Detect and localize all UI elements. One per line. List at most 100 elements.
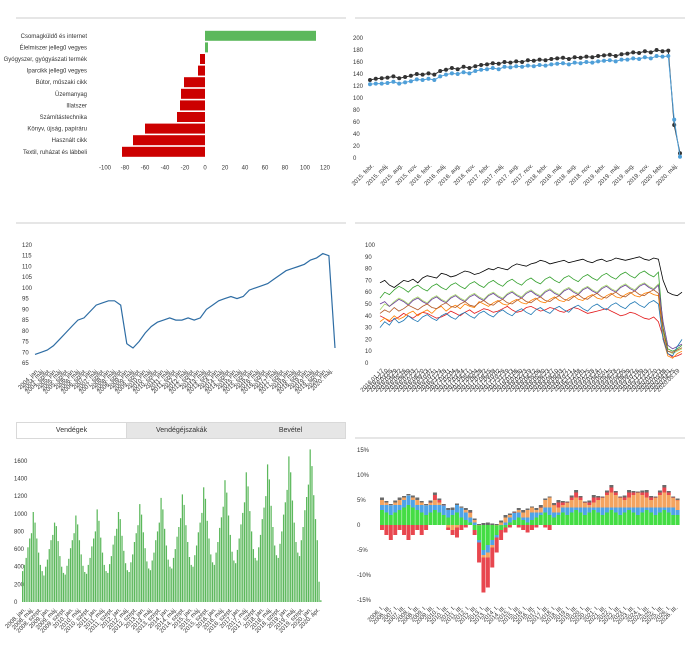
bar: [229, 534, 231, 602]
bar: [155, 540, 157, 602]
bar: [128, 572, 130, 602]
bar-segment: [649, 500, 654, 508]
bar: [123, 550, 125, 602]
data-point: [619, 57, 624, 62]
bar: [75, 515, 77, 602]
bar-segment: [450, 525, 455, 530]
data-point: [531, 64, 536, 69]
bar-segment: [574, 510, 579, 525]
y-tick-label: 1000: [14, 512, 28, 518]
tab-vendegek[interactable]: Vendégek: [17, 423, 127, 438]
bar: [284, 502, 286, 602]
bar-segment: [565, 507, 570, 515]
chart-retail-categories: Csomagküldő és internet Élelmiszer jelleg…: [0, 20, 345, 220]
bar: [174, 549, 176, 602]
bar: [100, 537, 102, 602]
data-point: [572, 55, 577, 60]
bar-segment: [428, 500, 433, 503]
bar-segment: [459, 507, 464, 518]
bar-segment: [481, 555, 486, 558]
bar: [53, 522, 56, 602]
bar-segment: [574, 497, 579, 508]
bar-segment: [490, 540, 495, 545]
bar-segment: [618, 497, 623, 508]
bar-segment: [397, 510, 402, 525]
bar: [200, 54, 205, 64]
bar-segment: [380, 500, 384, 505]
chart-retail-categories-svg: Csomagküldő és internet Élelmiszer jelleg…: [4, 30, 331, 172]
bar-segment: [622, 497, 627, 500]
bar-segment: [587, 500, 592, 503]
bar: [91, 546, 93, 602]
bar: [245, 472, 247, 602]
tab-vendegejszakak[interactable]: Vendégéjszakák: [156, 427, 207, 434]
bar-segment: [556, 500, 561, 503]
bar: [101, 552, 104, 602]
bar-segment: [521, 510, 526, 513]
bar: [199, 522, 201, 602]
bar-segment: [547, 525, 552, 530]
bar-segment: [666, 491, 671, 493]
bar: [195, 545, 198, 602]
data-point: [397, 81, 402, 86]
bar-segment: [609, 492, 614, 508]
bar-segment: [547, 515, 552, 525]
data-point: [373, 81, 378, 86]
data-point: [613, 54, 618, 58]
bar-segment: [552, 512, 557, 518]
bar-segment: [596, 497, 601, 500]
bar: [187, 542, 189, 602]
bar-segment: [582, 501, 587, 503]
data-point: [619, 52, 624, 57]
x-tick-label: -40: [161, 166, 170, 172]
bar-segment: [441, 504, 446, 505]
bar-segment: [560, 507, 565, 513]
bar-segment: [605, 495, 609, 508]
bar: [45, 566, 47, 602]
bar-segment: [406, 495, 411, 505]
bar-segment: [468, 510, 473, 513]
bar-segment: [525, 525, 530, 533]
bar-segment: [437, 505, 442, 513]
bar: [85, 573, 88, 602]
bar-segment: [393, 525, 398, 535]
bar-segment: [419, 502, 424, 505]
bar-segment: [622, 500, 627, 508]
y-tick-label: 1600: [14, 459, 28, 465]
bar: [137, 525, 139, 602]
bar-segment: [635, 492, 640, 508]
bar-segment: [455, 503, 459, 505]
bar: [181, 88, 205, 99]
bar-segment: [499, 525, 504, 530]
data-point: [596, 54, 601, 58]
bar-segment: [538, 515, 543, 525]
data-point: [631, 56, 636, 61]
bar: [133, 135, 205, 146]
bar: [112, 544, 114, 602]
data-point: [561, 61, 565, 66]
y-tick-label: 10%: [357, 473, 370, 479]
bar-segment: [388, 525, 393, 540]
bar-segment: [415, 500, 420, 505]
bar-segment: [463, 508, 468, 510]
bar-segment: [455, 525, 459, 528]
tab-bevetel[interactable]: Bevétel: [278, 427, 303, 434]
bar: [130, 562, 132, 602]
bar-segment: [622, 495, 627, 498]
bar-segment: [560, 501, 565, 503]
y-tick-label: 400: [14, 565, 25, 571]
data-point: [578, 61, 583, 66]
bar: [39, 564, 41, 602]
bar-segment: [534, 508, 539, 510]
bar: [316, 540, 318, 602]
bar-segment: [410, 497, 415, 500]
bar-segment: [627, 490, 632, 493]
bar-segment: [534, 525, 539, 528]
data-point: [449, 71, 454, 76]
bar-segment: [618, 507, 623, 515]
bar-segment: [613, 491, 618, 493]
bar: [215, 552, 217, 602]
bar-segment: [516, 525, 521, 528]
bar-segment: [459, 525, 464, 530]
